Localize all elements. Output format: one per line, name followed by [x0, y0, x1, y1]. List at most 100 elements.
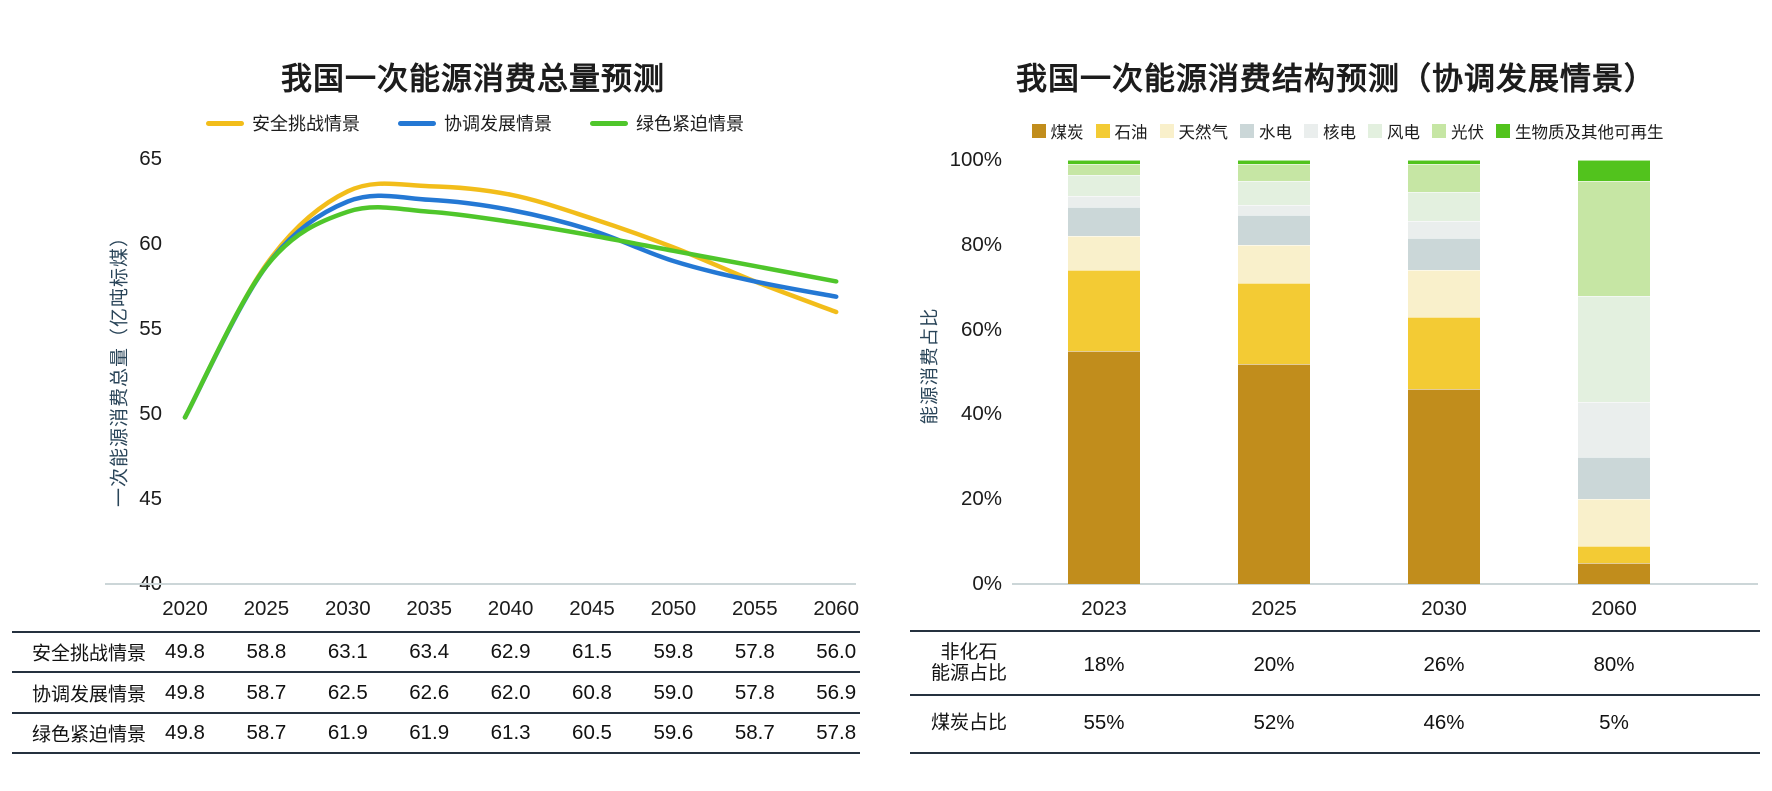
legend-item-水电: 水电 — [1240, 119, 1292, 143]
legend-square-swatch — [1159, 124, 1174, 138]
table-cell: 18% — [1083, 653, 1125, 676]
y-tick-label: 20% — [960, 487, 1002, 511]
bar-segment-石油 — [1238, 282, 1310, 364]
legend-square-swatch — [1368, 124, 1382, 138]
table-cell: 62.9 — [490, 640, 531, 663]
table-cell: 57.8 — [734, 681, 775, 704]
table-cell: 56.0 — [816, 640, 857, 663]
table-row-label: 协调发展情景 — [32, 684, 147, 706]
legend-item-光伏: 光伏 — [1432, 119, 1484, 143]
legend-label: 核电 — [1323, 124, 1356, 142]
x-axis-line — [105, 583, 856, 585]
x-tick-label: 2060 — [813, 597, 859, 620]
bar-segment-风电 — [1068, 174, 1140, 197]
table-cell: 61.3 — [490, 721, 531, 744]
table-cell: 60.8 — [572, 681, 612, 704]
legend-label: 光伏 — [1451, 124, 1484, 142]
legend-item-协调发展情景: 协调发展情景 — [398, 110, 552, 136]
bar-segment-风电 — [1238, 181, 1310, 205]
table-cell: 20% — [1253, 653, 1295, 676]
bar-segment-石油 — [1408, 316, 1480, 389]
x-tick-label: 2030 — [324, 597, 371, 620]
bar-segment-煤炭 — [1408, 388, 1480, 584]
bar-segment-核电 — [1068, 196, 1140, 207]
legend-label: 安全挑战情景 — [252, 114, 360, 134]
table-cell: 62.5 — [327, 681, 368, 704]
legend-label: 煤炭 — [1050, 124, 1084, 142]
y-tick-label: 80% — [960, 232, 1002, 256]
x-tick-label: 2055 — [731, 597, 778, 620]
bar-segment-光伏 — [1068, 164, 1140, 175]
x-tick-label: 2045 — [569, 597, 615, 620]
bar-segment-光伏 — [1578, 181, 1650, 296]
table-rule — [12, 712, 860, 714]
legend-label: 绿色紧迫情景 — [636, 114, 744, 134]
table-row-label: 绿色紧迫情景 — [32, 724, 147, 746]
legend-label: 生物质及其他可再生 — [1515, 124, 1664, 142]
right-chart-title: 我国一次能源消费结构预测（协调发展情景） — [1016, 61, 1656, 97]
table-cell: 60.5 — [572, 721, 612, 744]
y-tick-label: 65 — [139, 147, 162, 170]
bar-segment-风电 — [1408, 191, 1480, 222]
bar-segment-生物质及其他可再生 — [1068, 160, 1140, 165]
table-cell: 58.7 — [246, 721, 287, 744]
table-cell: 56.9 — [816, 681, 857, 704]
table-cell: 59.6 — [653, 721, 694, 744]
legend-item-核电: 核电 — [1304, 119, 1356, 143]
bar-segment-水电 — [1238, 215, 1310, 245]
table-cell: 26% — [1423, 653, 1465, 676]
legend-label: 天然气 — [1178, 124, 1229, 142]
legend-square-swatch — [1432, 124, 1446, 138]
bar-segment-天然气 — [1408, 270, 1480, 317]
bar-segment-光伏 — [1238, 164, 1310, 182]
table-rule — [12, 671, 860, 673]
table-cell: 49.8 — [165, 640, 205, 663]
y-tick-label: 60 — [139, 232, 162, 255]
table-row-label: 安全挑战情景 — [32, 643, 147, 665]
legend-line-swatch — [590, 120, 628, 126]
legend-label: 风电 — [1387, 124, 1420, 142]
table-cell: 49.8 — [165, 681, 205, 704]
legend-line-swatch — [398, 120, 436, 126]
table-cell: 80% — [1593, 653, 1635, 676]
bar-segment-天然气 — [1068, 236, 1140, 271]
table-rule — [910, 630, 1760, 632]
bar-segment-风电 — [1578, 295, 1650, 402]
series-line-安全挑战情景 — [182, 181, 839, 420]
bar-segment-生物质及其他可再生 — [1408, 160, 1480, 165]
table-rule — [12, 631, 860, 633]
table-cell: 52% — [1253, 711, 1295, 734]
legend-square-swatch — [1304, 124, 1318, 138]
table-cell: 61.5 — [572, 640, 612, 663]
x-tick-label: 2025 — [1251, 597, 1297, 620]
left-y-axis-title: 一次能源消费总量（亿吨标煤） — [109, 226, 131, 508]
y-tick-label: 50 — [139, 402, 162, 425]
legend-label: 石油 — [1114, 124, 1148, 142]
y-tick-label: 45 — [139, 487, 162, 510]
table-cell: 63.4 — [409, 640, 450, 663]
legend-item-绿色紧迫情景: 绿色紧迫情景 — [590, 110, 744, 136]
table-cell: 62.6 — [409, 681, 450, 704]
bar-segment-石油 — [1068, 270, 1140, 351]
table-cell: 55% — [1083, 711, 1125, 734]
table-cell: 58.7 — [734, 721, 775, 744]
table-row-label: 煤炭占比 — [930, 712, 1008, 734]
x-tick-label: 2040 — [487, 597, 534, 620]
table-cell: 58.7 — [246, 681, 287, 704]
legend-square-swatch — [1031, 124, 1046, 138]
bar-segment-水电 — [1068, 206, 1140, 237]
legend-item-石油: 石油 — [1095, 119, 1148, 143]
table-cell: 62.0 — [490, 681, 531, 704]
table-rule — [910, 694, 1760, 696]
table-cell: 5% — [1599, 711, 1629, 734]
x-tick-label: 2023 — [1081, 597, 1127, 620]
legend-item-煤炭: 煤炭 — [1031, 119, 1084, 143]
bar-segment-石油 — [1578, 545, 1650, 563]
left-chart-legend: 安全挑战情景 协调发展情景 绿色紧迫情景 — [150, 108, 800, 138]
table-row-label: 非化石 能源占比 — [930, 642, 1008, 684]
y-tick-label: 55 — [139, 317, 162, 340]
table-rule — [12, 752, 860, 754]
bar-segment-煤炭 — [1578, 562, 1650, 584]
series-line-绿色紧迫情景 — [182, 205, 839, 420]
